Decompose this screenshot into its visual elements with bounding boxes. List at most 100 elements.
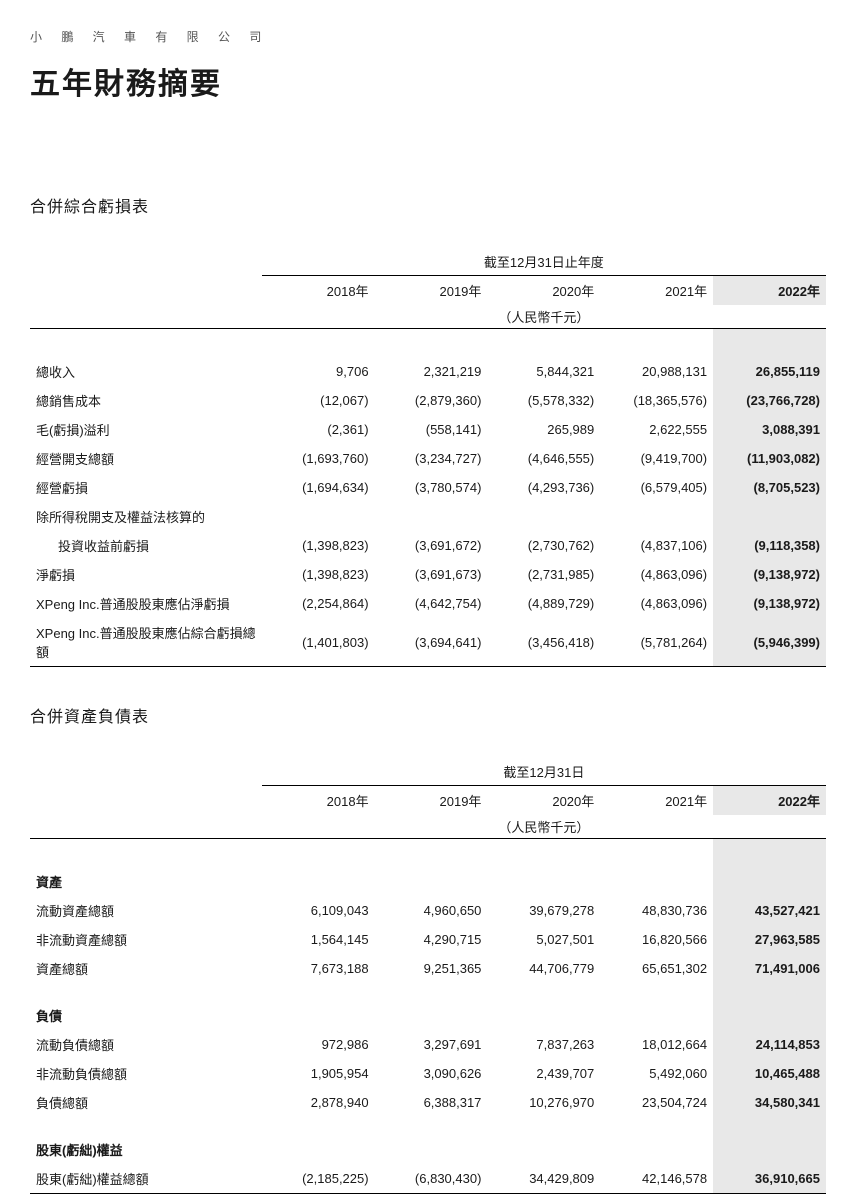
income-table: 截至12月31日止年度 2018年 2019年 2020年 2021年 2022… <box>30 247 826 677</box>
cell <box>600 1001 713 1030</box>
period-label: 截至12月31日止年度 <box>262 247 826 276</box>
cell: (23,766,728) <box>713 386 826 415</box>
row-label: 經營虧損 <box>30 473 262 502</box>
cell <box>487 502 600 531</box>
table-row: 總收入9,7062,321,2195,844,32120,988,13126,8… <box>30 357 826 386</box>
cell: (5,781,264) <box>600 618 713 667</box>
cell: 36,910,665 <box>713 1164 826 1194</box>
cell <box>375 1001 488 1030</box>
cell: 10,465,488 <box>713 1059 826 1088</box>
row-label: 非流動資產總額 <box>30 925 262 954</box>
cell: (3,691,673) <box>375 560 488 589</box>
cell: (3,456,418) <box>487 618 600 667</box>
yr2-2018: 2018年 <box>262 786 375 816</box>
cell: (1,401,803) <box>262 618 375 667</box>
cell: 71,491,006 <box>713 954 826 983</box>
cell: (2,879,360) <box>375 386 488 415</box>
yr2-2019: 2019年 <box>375 786 488 816</box>
page-title: 五年財務摘要 <box>30 59 826 103</box>
year-2018: 2018年 <box>262 276 375 306</box>
cell: (3,234,727) <box>375 444 488 473</box>
cell <box>713 1001 826 1030</box>
cell: 18,012,664 <box>600 1030 713 1059</box>
cell: 3,088,391 <box>713 415 826 444</box>
row-label: 除所得稅開支及權益法核算的 <box>30 502 262 531</box>
cell <box>262 867 375 896</box>
table-row: 淨虧損(1,398,823)(3,691,673)(2,731,985)(4,8… <box>30 560 826 589</box>
cell: 24,114,853 <box>713 1030 826 1059</box>
cell: 43,527,421 <box>713 896 826 925</box>
cell: (6,579,405) <box>600 473 713 502</box>
cell <box>713 502 826 531</box>
cell: 6,388,317 <box>375 1088 488 1117</box>
cell <box>600 867 713 896</box>
cell: 16,820,566 <box>600 925 713 954</box>
cell <box>713 867 826 896</box>
cell: (4,863,096) <box>600 589 713 618</box>
row-label: 流動資產總額 <box>30 896 262 925</box>
table-row: 股東(虧絀)權益總額(2,185,225)(6,830,430)34,429,8… <box>30 1164 826 1194</box>
cell: (9,419,700) <box>600 444 713 473</box>
cell: (3,694,641) <box>375 618 488 667</box>
group-header-row: 資產 <box>30 867 826 896</box>
year-row-2: 2018年 2019年 2020年 2021年 2022年 <box>30 786 826 816</box>
cell: (4,837,106) <box>600 531 713 560</box>
cell: (1,398,823) <box>262 531 375 560</box>
group-header: 資產 <box>30 867 262 896</box>
cell: (1,694,634) <box>262 473 375 502</box>
cell <box>262 1001 375 1030</box>
cell: (4,863,096) <box>600 560 713 589</box>
cell: (4,646,555) <box>487 444 600 473</box>
cell <box>487 867 600 896</box>
year-row: 2018年 2019年 2020年 2021年 2022年 <box>30 276 826 306</box>
row-label: 經營開支總額 <box>30 444 262 473</box>
cell: 5,844,321 <box>487 357 600 386</box>
cell: (9,138,972) <box>713 560 826 589</box>
cell: 39,679,278 <box>487 896 600 925</box>
yr2-2022: 2022年 <box>713 786 826 816</box>
table-row: 非流動負債總額1,905,9543,090,6262,439,7075,492,… <box>30 1059 826 1088</box>
cell: (558,141) <box>375 415 488 444</box>
cell <box>375 502 488 531</box>
cell: (4,889,729) <box>487 589 600 618</box>
cell: 27,963,585 <box>713 925 826 954</box>
table-row: XPeng Inc.普通股股東應佔綜合虧損總額(1,401,803)(3,694… <box>30 618 826 667</box>
row-label: 總收入 <box>30 357 262 386</box>
cell: 7,673,188 <box>262 954 375 983</box>
cell: (4,642,754) <box>375 589 488 618</box>
row-label: XPeng Inc.普通股股東應佔淨虧損 <box>30 589 262 618</box>
table-row: 經營開支總額(1,693,760)(3,234,727)(4,646,555)(… <box>30 444 826 473</box>
cell: 23,504,724 <box>600 1088 713 1117</box>
cell: 2,878,940 <box>262 1088 375 1117</box>
cell: 9,251,365 <box>375 954 488 983</box>
cell: (3,691,672) <box>375 531 488 560</box>
cell: 9,706 <box>262 357 375 386</box>
table-row: 資產總額7,673,1889,251,36544,706,77965,651,3… <box>30 954 826 983</box>
cell: (5,578,332) <box>487 386 600 415</box>
cell: 7,837,263 <box>487 1030 600 1059</box>
cell: 2,622,555 <box>600 415 713 444</box>
row-label: 股東(虧絀)權益總額 <box>30 1164 262 1194</box>
cell: 48,830,736 <box>600 896 713 925</box>
section1-title: 合併綜合虧損表 <box>30 193 826 217</box>
cell: 3,090,626 <box>375 1059 488 1088</box>
cell: 1,905,954 <box>262 1059 375 1088</box>
balance-table: 截至12月31日 2018年 2019年 2020年 2021年 2022年 （… <box>30 757 826 1204</box>
cell: (11,903,082) <box>713 444 826 473</box>
unit-row-2: （人民幣千元） <box>30 815 826 839</box>
cell <box>262 502 375 531</box>
cell: 34,429,809 <box>487 1164 600 1194</box>
yr2-2021: 2021年 <box>600 786 713 816</box>
period-row: 截至12月31日止年度 <box>30 247 826 276</box>
cell: 6,109,043 <box>262 896 375 925</box>
cell: 3,297,691 <box>375 1030 488 1059</box>
cell: (6,830,430) <box>375 1164 488 1194</box>
table-row: XPeng Inc.普通股股東應佔淨虧損(2,254,864)(4,642,75… <box>30 589 826 618</box>
cell: 265,989 <box>487 415 600 444</box>
cell: 972,986 <box>262 1030 375 1059</box>
cell: (1,693,760) <box>262 444 375 473</box>
row-label: XPeng Inc.普通股股東應佔綜合虧損總額 <box>30 618 262 667</box>
row-label: 資產總額 <box>30 954 262 983</box>
unit-label: （人民幣千元） <box>262 305 826 329</box>
cell: (2,730,762) <box>487 531 600 560</box>
